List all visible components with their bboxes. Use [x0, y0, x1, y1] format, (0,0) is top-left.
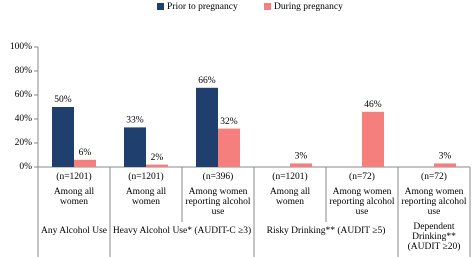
sample-size: (n=1201) [56, 172, 92, 182]
category-label: Among women reporting alcohol use [401, 187, 467, 217]
legend-label: Prior to pregnancy [167, 2, 238, 12]
group-label-box: Risky Drinking** (AUDIT ≥5) [266, 226, 386, 236]
sample-size-box: (n=72) [421, 172, 447, 182]
legend-swatch [264, 3, 271, 10]
bar [434, 163, 456, 167]
value-label: 3% [295, 152, 308, 162]
bar [124, 127, 146, 167]
sample-size: (n=72) [421, 172, 447, 182]
bar [196, 87, 218, 167]
value-label: 50% [54, 95, 72, 105]
y-tick-label: 20% [15, 138, 33, 148]
group-label-box: Dependent Drinking** (AUDIT ≥20) [407, 222, 461, 252]
bar [362, 111, 384, 167]
y-tick-label: 40% [15, 114, 33, 124]
value-label: 66% [198, 76, 216, 86]
sample-size: (n=1201) [128, 172, 164, 182]
category-label-box: Among all women [269, 187, 311, 207]
group-label-box: Any Alcohol Use [41, 226, 107, 236]
y-tick-label: 100% [10, 42, 32, 52]
value-label: 46% [364, 100, 382, 110]
category-label-box: Among all women [53, 187, 95, 207]
y-tick-label: 0% [19, 162, 32, 172]
group-label: Risky Drinking** (AUDIT ≥5) [266, 226, 386, 236]
category-label: Among all women [125, 187, 167, 207]
value-label: 33% [126, 116, 144, 126]
value-label: 2% [151, 153, 164, 163]
bar [74, 159, 96, 167]
sample-size-box: (n=72) [349, 172, 375, 182]
group-label: Dependent Drinking** (AUDIT ≥20) [407, 222, 461, 252]
category-label: Among all women [269, 187, 311, 207]
value-label: 3% [439, 152, 452, 162]
category-label: Among women reporting alcohol use [329, 187, 395, 217]
sample-size-box: (n=1201) [272, 172, 308, 182]
category-label: Among women reporting alcohol use [185, 187, 251, 217]
y-tick-label: 80% [15, 66, 33, 76]
group-label: Any Alcohol Use [41, 226, 107, 236]
category-label: Among all women [53, 187, 95, 207]
value-label: 32% [220, 117, 238, 127]
sample-size: (n=396) [202, 172, 234, 182]
category-label-box: Among women reporting alcohol use [329, 187, 395, 217]
legend-label: During pregnancy [274, 2, 343, 12]
sample-size-box: (n=1201) [128, 172, 164, 182]
group-label: Heavy Alcohol Use* (AUDIT-C ≥3) [112, 226, 252, 236]
bar [146, 164, 168, 167]
legend-swatch [157, 3, 164, 10]
group-label-box: Heavy Alcohol Use* (AUDIT-C ≥3) [112, 226, 252, 236]
sample-size-box: (n=396) [202, 172, 234, 182]
value-label: 6% [79, 148, 92, 158]
bar [290, 163, 312, 167]
sample-size: (n=1201) [272, 172, 308, 182]
bar [52, 107, 74, 167]
category-label-box: Among all women [125, 187, 167, 207]
category-label-box: Among women reporting alcohol use [401, 187, 467, 217]
sample-size: (n=72) [349, 172, 375, 182]
sample-size-box: (n=1201) [56, 172, 92, 182]
category-label-box: Among women reporting alcohol use [185, 187, 251, 217]
y-tick-label: 60% [15, 90, 33, 100]
bar [218, 128, 240, 167]
